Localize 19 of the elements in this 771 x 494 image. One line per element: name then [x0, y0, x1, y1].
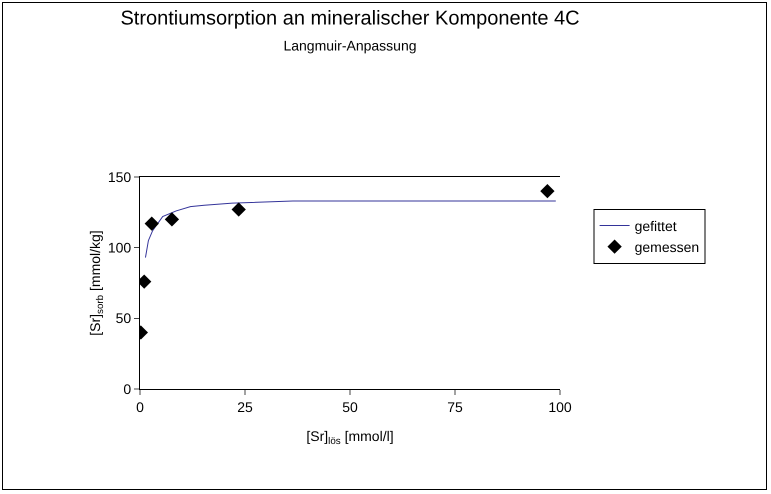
point — [144, 216, 159, 231]
x-axis-title: [Sr]$_{lös}$ [mmol/l] — [306, 428, 394, 447]
y-tick-label: 0 — [123, 380, 132, 397]
y-tick-label: 150 — [108, 168, 132, 185]
x-tick-label: 0 — [136, 398, 144, 415]
x-tick-label: 75 — [447, 398, 463, 415]
legend-label: gefittet — [634, 218, 677, 234]
point — [164, 212, 180, 227]
point — [232, 202, 246, 217]
y-tick-label: 100 — [108, 240, 132, 256]
x-tick-label: 50 — [342, 398, 358, 415]
y-tick-label: 50 — [116, 310, 132, 326]
legend-label: gemessen — [634, 239, 700, 256]
line-series — [144, 200, 556, 258]
chart-title: Strontiumsorption an mineralischer Komponente 4C — [120, 8, 580, 30]
chart-subtitle: Langmuir-Anpassung — [283, 38, 417, 54]
point — [540, 184, 555, 198]
x-tick-label: 25 — [237, 398, 253, 415]
x-tick-label: 100 — [548, 398, 572, 415]
